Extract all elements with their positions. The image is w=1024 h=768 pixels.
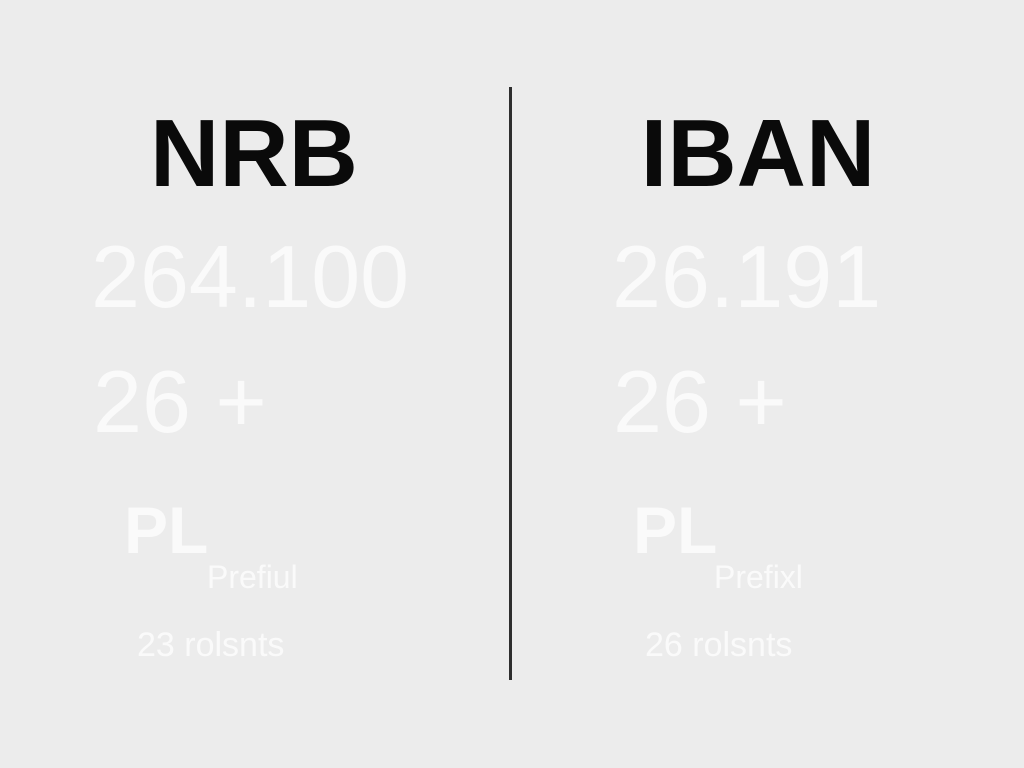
iban-number: 26.191 [612,227,882,326]
nrb-number: 264.100 [91,227,410,326]
iban-prefix-label: Prefixl [714,559,803,595]
nrb-title: NRB [150,100,358,207]
nrb-length-expression: 26 + [93,352,267,451]
nrb-count-label: 23 rolsnts [137,626,285,664]
iban-prefix: PL [633,493,718,567]
column-divider [509,87,512,680]
iban-count-label: 26 rolsnts [645,626,793,664]
iban-title: IBAN [640,100,876,207]
nrb-prefix: PL [124,493,209,567]
nrb-prefix-label: Prefiul [207,559,298,595]
iban-length-expression: 26 + [613,352,787,451]
